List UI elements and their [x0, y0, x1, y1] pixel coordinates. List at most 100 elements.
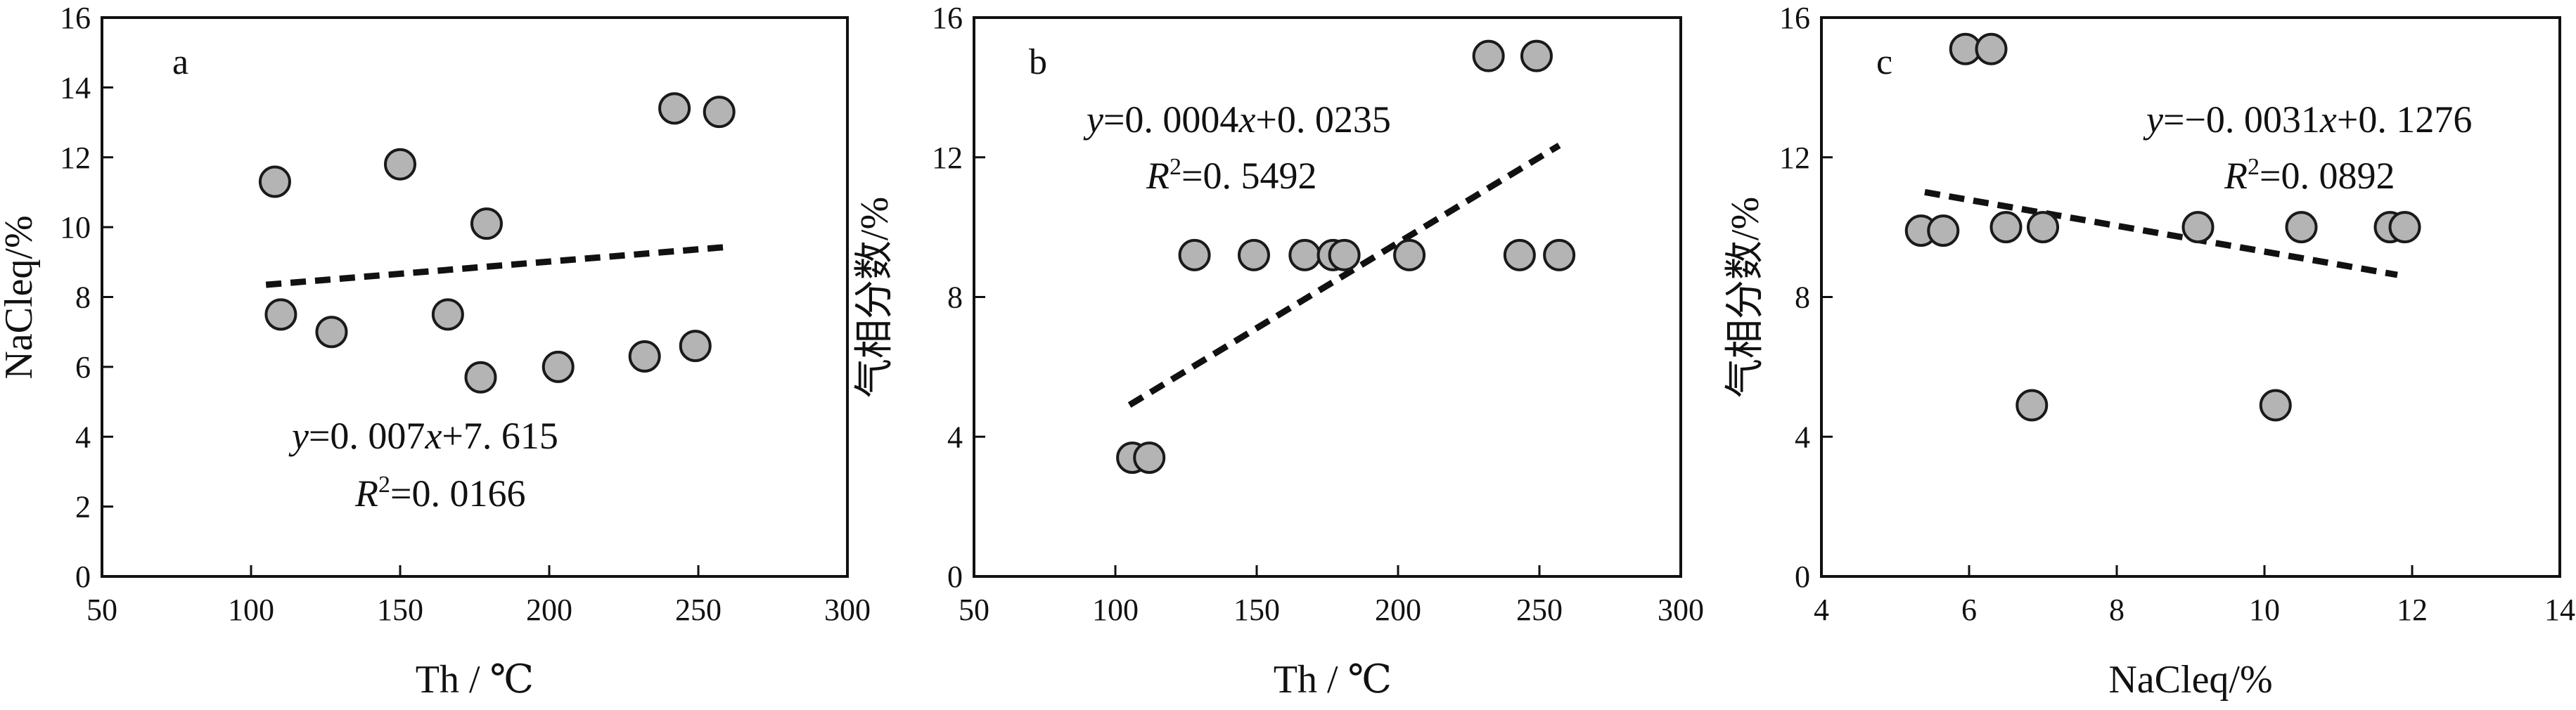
x-axis-title: Th / ℃ [1274, 658, 1392, 702]
regression-equation: y=0. 007x+7. 615 [288, 415, 558, 457]
data-point [1288, 238, 1321, 271]
data-point [2016, 389, 2049, 422]
r-squared: R2=0. 0892 [2224, 154, 2395, 197]
eq-intercept: +0. 1276 [2337, 98, 2472, 141]
data-point [542, 350, 575, 383]
eq-x-var: x [2319, 98, 2337, 141]
y-tick-label: 12 [1779, 141, 1810, 175]
data-point [431, 298, 464, 331]
x-ticks: 50 100 150 200 250 300 [959, 565, 1704, 627]
data-point [1543, 238, 1576, 271]
panel-letter: b [1029, 42, 1047, 82]
data-points [258, 92, 736, 394]
data-point [1133, 441, 1166, 475]
x-tick-label: 8 [2109, 593, 2125, 627]
x-tick-label: 50 [86, 593, 117, 627]
data-point [628, 340, 661, 373]
data-point [1975, 32, 2008, 65]
regression-line [1127, 142, 1561, 408]
data-points [1116, 39, 1576, 475]
y-tick-label: 2 [75, 490, 91, 524]
r-squared: R2=0. 5492 [1146, 154, 1316, 197]
r2-exponent: 2 [1170, 154, 1181, 180]
y-tick-label: 0 [947, 560, 963, 594]
x-tick-label: 100 [1092, 593, 1139, 627]
x-tick-label: 150 [1233, 593, 1280, 627]
data-point [464, 361, 497, 394]
y-ticks: 0 4 8 12 16 [1779, 1, 1833, 594]
y-tick-label: 16 [1779, 1, 1810, 35]
y-tick-label: 6 [75, 350, 91, 385]
y-tick-label: 16 [60, 1, 91, 35]
x-ticks: 50 100 150 200 250 300 [86, 565, 871, 627]
data-point [384, 148, 416, 181]
x-axis-title: Th / ℃ [416, 658, 534, 702]
eq-y-var: y [2143, 98, 2163, 141]
y-tick-label: 8 [75, 280, 91, 315]
r2-symbol: R [1146, 155, 1170, 197]
y-tick-label: 12 [932, 141, 963, 175]
y-ticks: 0 4 8 12 16 [932, 1, 985, 594]
x-tick-label: 250 [675, 593, 722, 627]
y-ticks: 0 2 4 6 8 10 12 14 16 [60, 1, 113, 594]
x-tick-label: 200 [1375, 593, 1421, 627]
data-point [703, 96, 736, 129]
y-axis-title: 气相分数/% [853, 197, 897, 398]
eq-intercept: +0. 0235 [1255, 98, 1390, 141]
y-tick-label: 12 [60, 141, 91, 175]
y-tick-label: 16 [932, 1, 963, 35]
data-point [1989, 211, 2023, 244]
y-tick-label: 10 [60, 210, 91, 245]
r2-exponent: 2 [378, 472, 390, 498]
y-tick-label: 8 [947, 280, 963, 315]
x-axis-title: NaCleq/% [2108, 658, 2272, 702]
data-point [1237, 238, 1270, 271]
trendline [1924, 188, 2398, 278]
y-axis-title: NaCleq/% [0, 215, 41, 379]
x-tick-label: 150 [377, 593, 423, 627]
data-point [2259, 389, 2292, 422]
r2-value: =0. 0166 [390, 472, 525, 515]
y-tick-label: 4 [947, 420, 963, 454]
data-point [1520, 39, 1553, 72]
eq-slope: =0. 0004 [1103, 98, 1238, 141]
trendline [265, 243, 729, 288]
x-tick-label: 250 [1516, 593, 1563, 627]
data-point [658, 92, 691, 125]
x-tick-label: 100 [228, 593, 274, 627]
data-point [1328, 238, 1361, 271]
regression-equation: y=−0. 0031x+0. 1276 [2143, 98, 2472, 141]
x-ticks: 4 6 8 10 12 14 [1814, 565, 2575, 627]
x-tick-label: 10 [2249, 593, 2280, 627]
trendline [1127, 142, 1561, 408]
panel-letter: c [1876, 42, 1892, 82]
data-points [1904, 32, 2421, 422]
r2-value: =0. 0892 [2260, 155, 2395, 197]
data-point [2027, 211, 2059, 244]
eq-slope: =0. 007 [309, 415, 425, 457]
regression-line [1924, 188, 2398, 278]
y-tick-label: 4 [1795, 420, 1810, 454]
data-point [2388, 211, 2421, 244]
eq-x-var: x [424, 415, 442, 457]
data-point [1178, 238, 1211, 271]
data-point [258, 165, 291, 198]
x-tick-label: 300 [1658, 593, 1704, 627]
x-tick-label: 14 [2544, 593, 2575, 627]
data-point [264, 298, 297, 331]
data-point [470, 207, 503, 240]
data-point [679, 330, 712, 363]
data-point [2285, 211, 2318, 244]
y-tick-label: 4 [75, 420, 91, 454]
data-point [315, 316, 348, 349]
eq-y-var: y [1083, 98, 1103, 141]
x-tick-label: 200 [526, 593, 572, 627]
eq-x-var: x [1238, 98, 1255, 141]
regression-line [265, 243, 729, 288]
data-point [1393, 238, 1426, 271]
r2-symbol: R [2224, 155, 2248, 197]
